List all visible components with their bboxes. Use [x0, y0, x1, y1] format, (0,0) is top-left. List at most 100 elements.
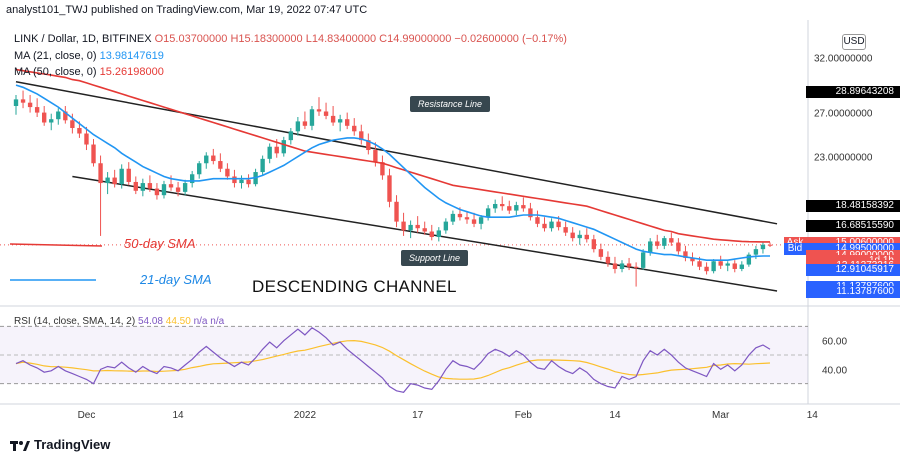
candle[interactable]	[760, 244, 766, 250]
candle[interactable]	[478, 217, 484, 224]
candle[interactable]	[380, 162, 385, 176]
candle[interactable]	[309, 109, 315, 126]
candle[interactable]	[633, 266, 639, 268]
candle[interactable]	[648, 241, 653, 253]
candle[interactable]	[471, 219, 477, 224]
candle[interactable]	[27, 102, 33, 108]
candle[interactable]	[676, 242, 681, 252]
candle[interactable]	[154, 188, 160, 196]
rsi-legend[interactable]: RSI (14, close, SMA, 14, 2) 54.08 44.50 …	[14, 316, 224, 327]
candle[interactable]	[704, 266, 709, 272]
candle[interactable]	[690, 257, 695, 262]
ma21-legend[interactable]: MA (21, close, 0) 13.98147619	[14, 50, 164, 62]
candle[interactable]	[514, 205, 519, 211]
candle[interactable]	[175, 187, 181, 192]
candle[interactable]	[56, 111, 61, 120]
candle[interactable]	[330, 115, 336, 123]
candle[interactable]	[119, 168, 124, 185]
candle[interactable]	[302, 121, 308, 126]
candle[interactable]	[669, 238, 674, 243]
candle[interactable]	[394, 201, 399, 222]
currency-badge[interactable]: USD	[842, 34, 866, 50]
candle[interactable]	[140, 183, 146, 191]
candle[interactable]	[732, 263, 737, 269]
candle[interactable]	[274, 146, 279, 154]
candle[interactable]	[373, 150, 378, 163]
candle[interactable]	[352, 125, 357, 132]
candle[interactable]	[337, 119, 343, 123]
candle[interactable]	[323, 111, 329, 116]
candle[interactable]	[20, 99, 26, 103]
candle[interactable]	[147, 183, 153, 189]
candle[interactable]	[316, 109, 322, 112]
candle[interactable]	[746, 254, 752, 265]
candle[interactable]	[182, 183, 188, 192]
candle[interactable]	[507, 206, 512, 211]
candle[interactable]	[464, 217, 470, 220]
candle[interactable]	[42, 112, 47, 123]
candle[interactable]	[683, 251, 688, 258]
candle[interactable]	[63, 111, 68, 121]
candle[interactable]	[640, 252, 646, 268]
rsi-sma-line[interactable]	[15, 339, 771, 380]
candle[interactable]	[500, 203, 505, 207]
candle[interactable]	[415, 224, 420, 229]
candle[interactable]	[197, 163, 202, 175]
candle[interactable]	[77, 128, 82, 134]
candle[interactable]	[204, 155, 209, 164]
candle[interactable]	[626, 263, 632, 267]
candle[interactable]	[542, 223, 547, 229]
candle[interactable]	[535, 217, 540, 224]
candle[interactable]	[218, 161, 223, 169]
ma50-line[interactable]	[15, 68, 770, 243]
candle[interactable]	[563, 227, 568, 233]
candle[interactable]	[366, 140, 371, 151]
candle[interactable]	[485, 208, 491, 218]
candle[interactable]	[753, 249, 759, 255]
resistance-trendline[interactable]	[15, 81, 778, 225]
candle[interactable]	[598, 249, 604, 257]
candle[interactable]	[401, 221, 406, 231]
candle[interactable]	[13, 99, 19, 106]
candle[interactable]	[91, 144, 96, 164]
candle[interactable]	[612, 263, 618, 269]
candle[interactable]	[232, 176, 237, 184]
candle[interactable]	[443, 221, 449, 231]
candle[interactable]	[570, 232, 575, 239]
candle[interactable]	[429, 231, 434, 238]
candle[interactable]	[450, 213, 456, 222]
candle[interactable]	[662, 238, 667, 246]
candle[interactable]	[528, 208, 533, 218]
candle[interactable]	[521, 205, 526, 209]
candle[interactable]	[98, 163, 103, 184]
candle[interactable]	[422, 228, 427, 232]
candle[interactable]	[655, 241, 660, 246]
ma21-line[interactable]	[15, 84, 770, 261]
candle[interactable]	[408, 224, 413, 231]
candle[interactable]	[161, 184, 167, 196]
candle[interactable]	[577, 234, 582, 239]
candle[interactable]	[189, 174, 195, 184]
candle[interactable]	[549, 221, 554, 229]
candle[interactable]	[225, 168, 230, 177]
candle[interactable]	[359, 131, 364, 141]
candle[interactable]	[84, 133, 89, 145]
candle[interactable]	[492, 203, 498, 209]
candle[interactable]	[133, 181, 138, 191]
candle[interactable]	[436, 230, 441, 238]
candle[interactable]	[584, 234, 589, 240]
candle[interactable]	[767, 244, 773, 246]
candle[interactable]	[725, 263, 730, 266]
candle[interactable]	[457, 213, 463, 218]
candle[interactable]	[345, 119, 350, 126]
candle[interactable]	[260, 158, 265, 173]
candle[interactable]	[591, 239, 597, 250]
candle[interactable]	[34, 107, 40, 113]
candle[interactable]	[619, 263, 625, 269]
ma50-legend[interactable]: MA (50, close, 0) 15.26198000	[14, 66, 164, 78]
rsi-line[interactable]	[15, 327, 771, 393]
candle[interactable]	[288, 131, 294, 141]
candle[interactable]	[211, 155, 216, 162]
tradingview-logo[interactable]: TradingView	[10, 437, 110, 452]
